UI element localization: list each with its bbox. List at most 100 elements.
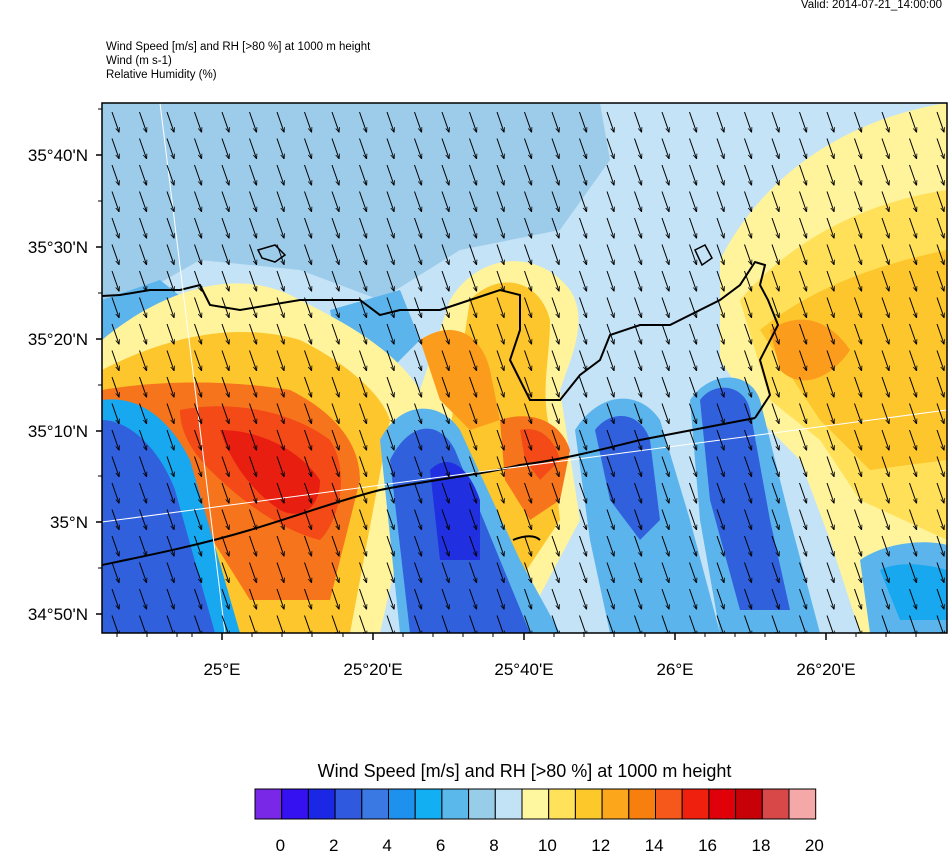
wind-arrow [799,297,807,318]
wind-arrow [386,562,394,583]
wind-arrow [744,217,752,238]
wind-arrow [799,350,807,371]
wind-arrow [111,191,119,212]
wind-arrow [221,562,229,583]
wind-arrow [551,482,559,503]
wind-arrow [524,111,532,132]
wind-arrow [194,588,202,609]
wind-arrow [386,376,394,397]
wind-arrow [579,482,587,503]
wind-arrow [524,138,532,159]
wind-arrow [276,111,284,132]
latitude-axis: 35°40'N 35°30'N 35°20'N 35°10'N 35°N 34°50'N [28,108,102,624]
lat-label: 35°30'N [28,238,88,257]
wind-arrow [111,562,119,583]
wind-arrow [524,403,532,424]
wind-arrow [909,323,917,344]
wind-arrow [496,191,504,212]
wind-arrow [579,217,587,238]
wind-arrow [441,562,449,583]
wind-arrow [936,111,944,132]
colorbar-swatch [574,788,603,820]
wind-arrow [221,429,229,450]
wind-arrow [936,535,944,556]
wind-arrow [524,244,532,265]
wind-arrow [634,217,642,238]
colorbar-swatch [788,788,817,820]
wind-arrow [881,615,889,633]
wind-arrow [166,509,174,530]
wind-arrow [331,350,339,371]
wind-arrow [744,535,752,556]
wind-arrow [221,217,229,238]
wind-arrow [496,615,504,633]
wind-arrow [469,111,477,132]
wind-arrow [331,456,339,477]
wind-arrow [881,350,889,371]
lon-label: 25°E [203,660,240,679]
wind-arrow [826,509,834,530]
wind-arrow [221,323,229,344]
wind-arrow [221,297,229,318]
wind-arrow [524,270,532,291]
wind-arrow [799,323,807,344]
colorbar-swatch [628,788,656,820]
wind-arrow [551,323,559,344]
header-line-3: Relative Humidity (%) [106,69,217,81]
wind-arrow [414,244,422,265]
wind-arrow [606,323,614,344]
wind-arrow [909,456,917,477]
wind-arrow [661,350,669,371]
wind-arrow [661,509,669,530]
wind-arrow [469,509,477,530]
wind-arrow [359,297,367,318]
wind-arrow [331,562,339,583]
wind-arrow [854,191,862,212]
wind-arrow [139,164,147,185]
wind-arrow [881,111,889,132]
colorbar-label: 2 [329,836,339,855]
wind-arrow [661,376,669,397]
wind-arrow [166,323,174,344]
graticule-line-25e [159,103,226,633]
wind-arrow [661,270,669,291]
wind-arrow [249,482,257,503]
wind-arrow [661,138,669,159]
wind-arrow [276,138,284,159]
wind-arrow [139,509,147,530]
wind-arrow [441,244,449,265]
colorbar-swatch [334,788,363,820]
wind-arrow [524,456,532,477]
wind-arrow [744,403,752,424]
wind-arrow [579,615,587,633]
wind-arrow [221,244,229,265]
wind-arrow [359,270,367,291]
wind-arrow [799,562,807,583]
wind-arrow [331,482,339,503]
wind-arrow [936,138,944,159]
wind-arrow [194,297,202,318]
wind-arrow [331,588,339,609]
wind-arrow [689,111,697,132]
wind-arrow [441,164,449,185]
wind-arrow [414,376,422,397]
island-ne [694,244,713,267]
wind-arrow [551,429,559,450]
colorbar-label: 20 [804,836,824,855]
wind-arrow [276,429,284,450]
colorbar-swatch [601,788,630,820]
colorbar-swatch [361,788,389,820]
east-gold-core [760,250,947,470]
wind-arrow [194,138,202,159]
wind-arrow [496,350,504,371]
wind-arrow [221,191,229,212]
wind-arrow [221,588,229,609]
wind-arrow [359,244,367,265]
wind-arrow [304,376,312,397]
wind-arrow [276,191,284,212]
wind-arrow [249,111,257,132]
wind-arrow [826,482,834,503]
wind-arrow [139,456,147,477]
wind-arrow [221,138,229,159]
wind-arrow [909,270,917,291]
